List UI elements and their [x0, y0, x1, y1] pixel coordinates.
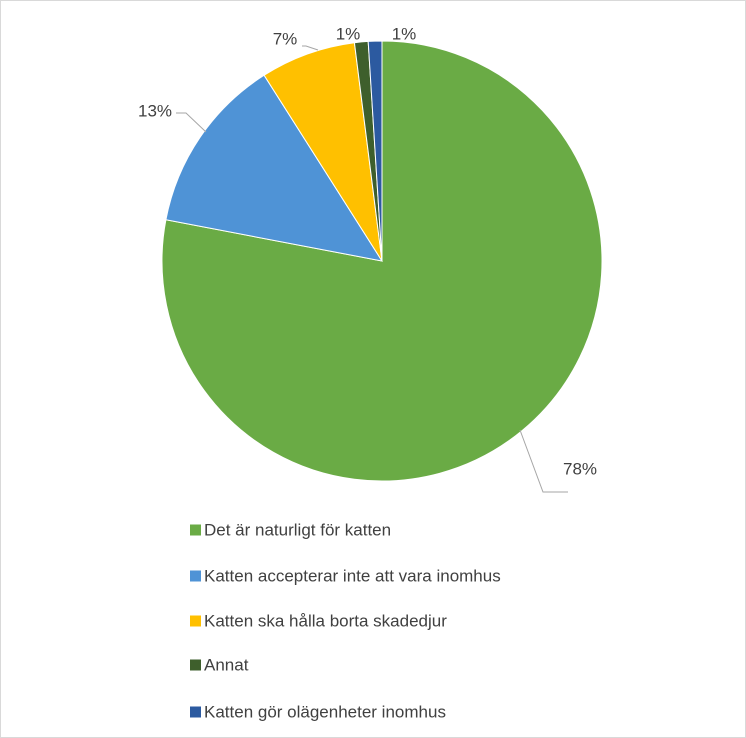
legend-label: Katten accepterar inte att vara inomhus — [204, 566, 501, 585]
data-label: 13% — [138, 101, 172, 120]
data-label: 7% — [273, 29, 298, 48]
legend-swatch — [190, 615, 201, 627]
data-label: 1% — [336, 24, 361, 43]
data-label: 1% — [392, 24, 417, 43]
leader-line — [176, 112, 207, 133]
legend-label: Det är naturligt för katten — [204, 520, 391, 539]
legend-label: Katten gör olägenheter inomhus — [204, 702, 446, 721]
pie-slice — [165, 74, 384, 262]
legend-swatch — [190, 706, 201, 718]
legend-label: Annat — [204, 655, 249, 674]
pie-slice — [367, 40, 383, 262]
data-label: 78% — [563, 459, 597, 478]
leader-line — [302, 45, 319, 51]
legend-swatch — [190, 570, 201, 582]
leader-line — [519, 429, 568, 493]
legend-swatch — [190, 524, 201, 536]
legend-swatch — [190, 659, 201, 671]
legend-label: Katten ska hålla borta skadedjur — [204, 611, 447, 630]
